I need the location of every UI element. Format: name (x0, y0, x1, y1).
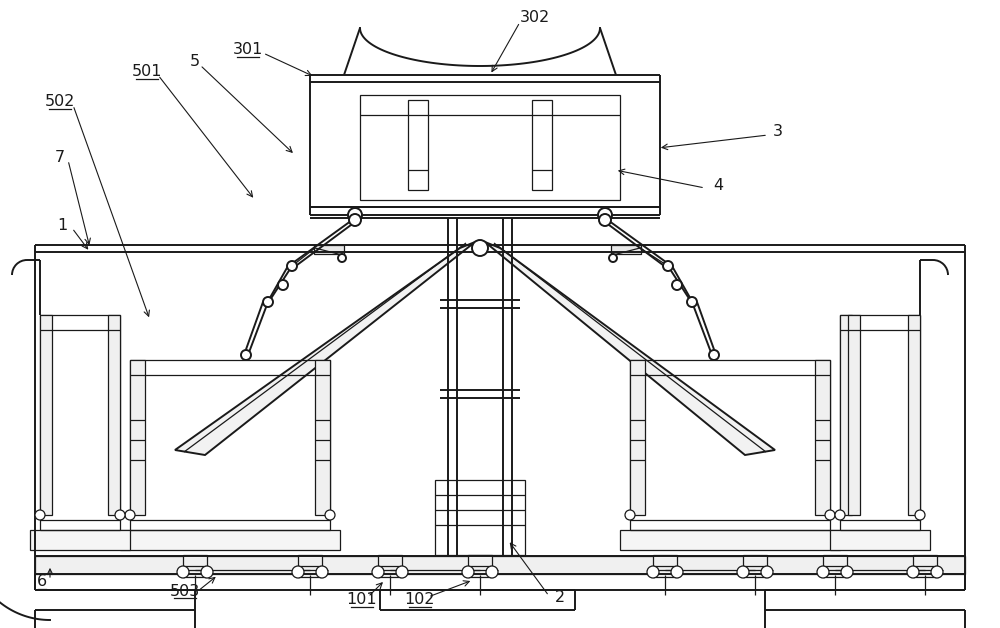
Bar (130, 360, 145, 515)
Bar (298, 555, 322, 577)
Circle shape (292, 566, 304, 578)
Text: 301: 301 (233, 43, 263, 58)
Text: 5: 5 (190, 55, 200, 70)
Circle shape (709, 350, 719, 360)
Bar (408, 100, 428, 190)
Circle shape (396, 566, 408, 578)
Circle shape (263, 297, 273, 307)
Circle shape (687, 297, 697, 307)
Circle shape (671, 566, 683, 578)
Bar (30, 530, 130, 550)
Circle shape (125, 510, 135, 520)
Bar (840, 315, 852, 515)
Bar (840, 315, 920, 535)
Circle shape (663, 261, 673, 271)
Circle shape (462, 566, 474, 578)
Text: 4: 4 (713, 178, 723, 193)
Bar (532, 100, 552, 190)
Circle shape (761, 566, 773, 578)
Bar (913, 555, 937, 577)
Circle shape (338, 254, 346, 262)
Bar (653, 555, 677, 577)
Circle shape (115, 510, 125, 520)
Circle shape (325, 510, 335, 520)
Circle shape (841, 566, 853, 578)
Bar (743, 555, 767, 577)
Circle shape (599, 214, 611, 226)
Circle shape (241, 350, 251, 360)
Circle shape (817, 566, 829, 578)
Circle shape (316, 566, 328, 578)
Circle shape (907, 566, 919, 578)
Bar (611, 245, 641, 254)
Bar (315, 360, 330, 515)
Circle shape (609, 254, 617, 262)
Text: 1: 1 (57, 217, 67, 232)
Circle shape (348, 208, 362, 222)
Circle shape (915, 510, 925, 520)
Bar (848, 315, 860, 515)
Circle shape (598, 208, 612, 222)
Text: 502: 502 (45, 94, 75, 109)
Text: 3: 3 (773, 124, 783, 139)
Circle shape (287, 261, 297, 271)
Polygon shape (175, 242, 475, 455)
Text: 101: 101 (347, 592, 377, 607)
Text: 102: 102 (405, 592, 435, 607)
Circle shape (349, 214, 361, 226)
Circle shape (472, 240, 488, 256)
Bar (183, 555, 207, 577)
Bar (378, 555, 402, 577)
Bar (823, 555, 847, 577)
Circle shape (825, 510, 835, 520)
Bar (360, 95, 620, 200)
Bar (468, 555, 492, 577)
Circle shape (201, 566, 213, 578)
Text: 6: 6 (37, 575, 47, 590)
Circle shape (737, 566, 749, 578)
Bar (130, 360, 330, 535)
Bar (630, 360, 830, 535)
Text: 503: 503 (170, 583, 200, 598)
Bar (815, 360, 830, 515)
Bar (40, 315, 52, 515)
Circle shape (372, 566, 384, 578)
Circle shape (486, 566, 498, 578)
Bar (830, 530, 930, 550)
Circle shape (931, 566, 943, 578)
Text: 501: 501 (132, 65, 162, 80)
Bar (108, 315, 120, 515)
Bar (314, 245, 344, 254)
Polygon shape (485, 242, 775, 455)
Bar (120, 530, 340, 550)
Circle shape (35, 510, 45, 520)
Bar (435, 480, 525, 555)
Bar (630, 360, 645, 515)
Bar (40, 315, 120, 535)
Circle shape (177, 566, 189, 578)
Bar (908, 315, 920, 515)
Circle shape (278, 280, 288, 290)
Bar (35, 556, 965, 574)
Circle shape (625, 510, 635, 520)
Text: 7: 7 (55, 149, 65, 165)
Circle shape (835, 510, 845, 520)
Text: 2: 2 (555, 590, 565, 605)
Circle shape (647, 566, 659, 578)
Bar (620, 530, 840, 550)
Circle shape (672, 280, 682, 290)
Text: 302: 302 (520, 11, 550, 26)
